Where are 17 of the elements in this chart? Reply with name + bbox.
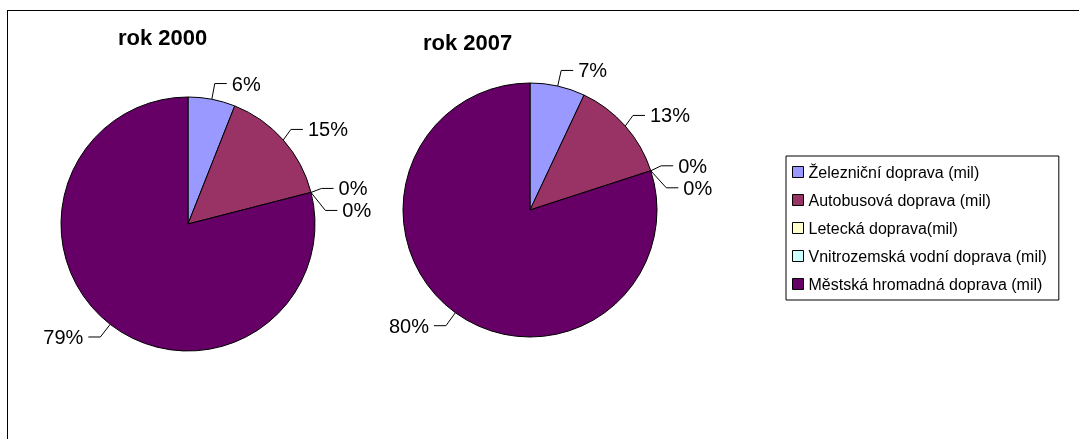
data-label: 7% xyxy=(578,59,608,82)
text: 0% xyxy=(338,177,368,200)
text: 0% xyxy=(678,154,708,177)
data-label: 15% xyxy=(307,118,349,141)
legend-label: Městská hromadná doprava (mil) xyxy=(808,275,1043,293)
text: 0% xyxy=(342,199,372,222)
legend-label: Autobusová doprava (mil) xyxy=(808,191,991,209)
legend-label: Železniční doprava (mil) xyxy=(808,162,980,181)
slice-label: rok 2000 xyxy=(118,24,208,50)
data-label: 79% xyxy=(43,325,84,348)
text: 0% xyxy=(683,176,713,199)
legend-label: Vnitrozemská vodní doprava (mil) xyxy=(808,247,1047,265)
data-label: 6% xyxy=(231,72,261,95)
data-label: 13% xyxy=(649,104,691,127)
data-label: 80% xyxy=(388,314,430,337)
slice-label: rok 2007 xyxy=(423,29,513,55)
legend-label: Letecká doprava(mil) xyxy=(808,219,958,237)
